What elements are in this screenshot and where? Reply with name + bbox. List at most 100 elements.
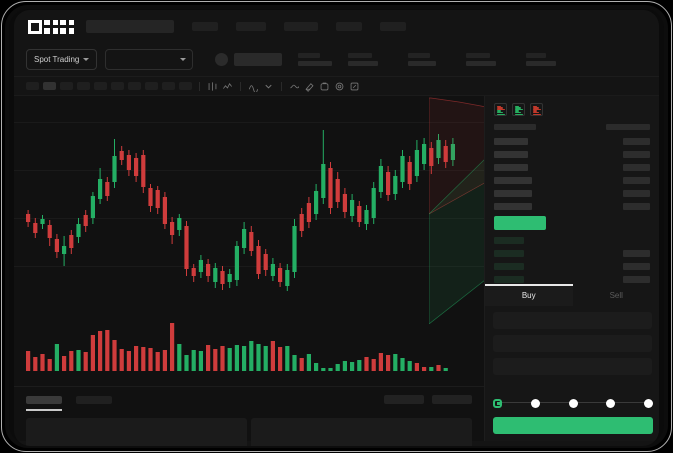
stepper-dot-3[interactable] [568,398,578,408]
orderbook-bid-row[interactable] [494,234,650,247]
timeframe-button-10[interactable] [179,82,192,90]
timeframe-button-6[interactable] [111,82,124,90]
nav-item-1[interactable] [192,22,218,31]
orderbook-bid-row[interactable] [494,260,650,273]
volume-bar [306,354,311,371]
volume-bar [314,363,319,371]
orderbook-price [494,250,524,257]
nav-item-5[interactable] [380,22,406,31]
last-price-value [234,53,283,66]
orderbook-bid-row[interactable] [494,273,650,286]
timeframe-button-3[interactable] [60,82,73,90]
stepper-dot-5[interactable] [644,398,653,408]
nav-item-2[interactable] [236,22,266,31]
timeframe-button-2[interactable] [43,82,56,90]
orders-panel-card [26,418,247,446]
orderbook-ask-row[interactable] [494,187,650,200]
candle-body [263,254,268,270]
market-stats-group [282,53,557,66]
candle-body [371,188,376,218]
settings-gear-icon[interactable] [334,81,345,92]
trend-line-icon[interactable] [289,81,300,92]
stepper-dot-4[interactable] [606,398,616,408]
candlestick-chart-icon[interactable] [207,81,218,92]
market-subheader: Spot Trading [14,43,659,77]
orders-tab-2[interactable] [76,395,112,404]
stepper-dot-1[interactable] [493,398,502,408]
candle-body [328,168,333,208]
orderbook-price [494,276,524,283]
orderbook-mode-bids[interactable] [512,103,525,116]
volume-bar [371,359,376,371]
candle-body [213,268,218,282]
timeframe-button-4[interactable] [77,82,90,90]
volume-bar [76,350,81,371]
primary-cta-button[interactable] [493,417,653,434]
timeframe-button-7[interactable] [128,82,141,90]
chevron-down-icon[interactable] [263,81,274,92]
orderbook-ask-row[interactable] [494,135,650,148]
candle-body [112,156,117,182]
volume-bar [98,331,103,371]
volume-bar [285,346,290,371]
volume-bar [328,368,333,371]
candle-body [62,246,67,254]
timeframe-button-1[interactable] [26,82,39,90]
fullscreen-icon[interactable] [349,81,360,92]
nav-item-4[interactable] [336,22,362,31]
okx-logo[interactable] [28,19,74,34]
orders-action-button[interactable] [432,395,472,404]
volume-bar [278,347,283,371]
orders-actions [384,395,472,404]
timeframe-button-8[interactable] [145,82,158,90]
pair-select-dropdown[interactable] [105,49,194,70]
price-chart-pane[interactable] [14,96,484,309]
orders-tab-1[interactable] [26,395,62,411]
volume-bar [443,368,448,371]
logo-glyph-o [28,19,42,34]
orderbook-mode-asks[interactable] [530,103,543,116]
order-tab-buy[interactable]: Buy [485,284,573,306]
timeframe-button-group [26,82,192,90]
orderbook-mode-bar [497,112,503,114]
timeframe-button-9[interactable] [162,82,175,90]
orders-tab-row [14,387,484,411]
spot-trading-dropdown[interactable]: Spot Trading [26,49,98,70]
indicators-icon[interactable] [248,81,259,92]
market-stat-label [348,53,373,58]
orderbook-ask-row[interactable] [494,161,650,174]
order-form-input[interactable] [493,358,652,375]
orderbook-mode-bar [497,105,501,107]
timeframe-button-5[interactable] [94,82,107,90]
orderbook-ask-row[interactable] [494,174,650,187]
alert-bell-icon[interactable] [319,81,330,92]
order-form-input[interactable] [493,335,652,352]
orders-panel-card [251,418,472,446]
order-tab-sell[interactable]: Sell [573,284,660,306]
orderbook-size [623,190,650,197]
volume-bar [191,350,196,371]
candle-body [400,156,405,182]
stepper-dot-2[interactable] [530,398,540,408]
order-book-panel: Buy Sell [484,96,659,441]
volume-bar [40,354,45,371]
orderbook-mode-both[interactable] [494,103,507,116]
volume-bar [198,351,203,371]
candle-body [393,176,398,194]
orderbook-size [623,138,650,145]
volume-bar [206,345,211,371]
orders-action-button[interactable] [384,395,424,404]
candle-body [119,151,124,160]
search-input[interactable] [86,20,174,33]
order-book [485,121,659,286]
orderbook-ask-row[interactable] [494,200,650,213]
line-chart-icon[interactable] [222,81,233,92]
order-form-input[interactable] [493,312,652,329]
nav-item-3[interactable] [284,22,318,31]
eraser-icon[interactable] [304,81,315,92]
candle-body [422,144,427,164]
orderbook-ask-row[interactable] [494,148,650,161]
volume-bar [292,355,297,371]
orderbook-bid-row[interactable] [494,247,650,260]
toolbar-divider [281,81,282,91]
